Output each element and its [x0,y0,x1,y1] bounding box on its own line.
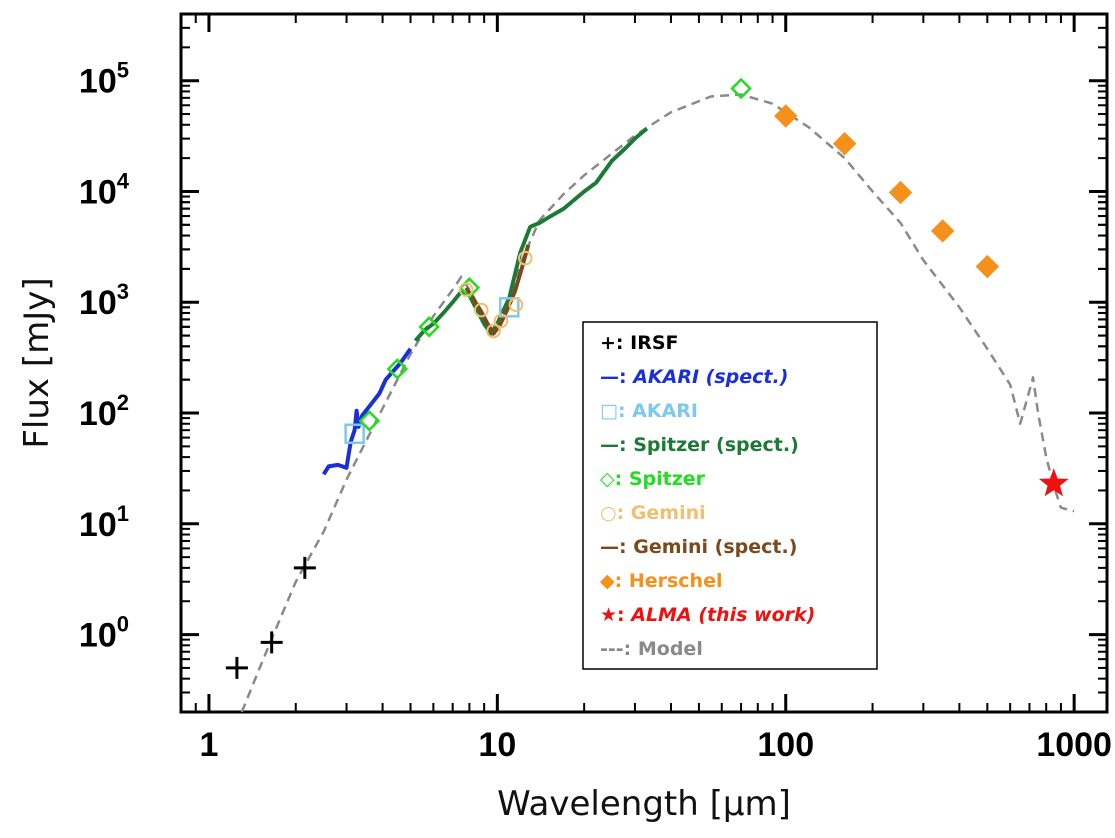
series-gemini [458,250,533,339]
legend-label: +: IRSF [600,332,679,354]
legend-label: ○: Gemini [600,502,706,524]
legend-entry-model: ---: Model [600,638,703,660]
herschel-point [888,180,913,205]
y-tick-label: 103 [79,279,129,322]
alma-this-work-point [1038,468,1069,497]
legend-entry-akari: □: AKARI [600,400,698,422]
legend-label: —: AKARI (spect.) [600,366,788,388]
legend-box [582,321,878,670]
legend: +: IRSF —: AKARI (spect.) □: AKARI —: Spitz… [582,321,878,670]
spitzer-point [730,77,752,100]
legend-entry-gemini: ○: Gemini [600,502,706,524]
legend-entry-alma-this-work: ★: ALMA (this work) [600,604,815,626]
series-irsf [225,556,316,679]
x-tick-label: 10 [478,726,516,764]
y-axis-title: Flux [mJy] [17,277,57,448]
y-tick-labels: 100 101 102 103 104 105 [79,58,130,655]
series-alma-this-work [1038,468,1069,497]
y-tick-label: 105 [79,58,129,101]
series-model [240,93,1075,712]
gemini-point [474,302,489,318]
major-ticks [181,14,1107,712]
x-tick-labels: 1 10 100 1000 [199,726,1111,764]
legend-entry-gemini-spect: —: Gemini (spect.) [600,536,797,558]
y-tick-label: 101 [79,501,129,544]
akari-point [344,423,365,444]
legend-label: —: Gemini (spect.) [600,536,797,558]
legend-entry-spitzer: ◇: Spitzer [600,468,706,490]
irsf-point [293,556,316,579]
x-tick-label: 1000 [1036,726,1112,764]
akari-point [499,297,520,318]
gemini-point [508,297,524,313]
legend-label: ★: ALMA (this work) [600,604,815,626]
legend-entry-herschel: ◆: Herschel [600,570,722,592]
spitzer-point [358,410,381,432]
herschel-point [832,131,857,156]
series-herschel [774,104,1000,279]
gemini-point [458,282,474,297]
legend-label: ◆: Herschel [600,570,722,592]
x-tick-label: 1 [199,726,218,764]
legend-entry-akari-spect: —: AKARI (spect.) [600,366,788,388]
herschel-point [975,254,1000,279]
herschel-point [774,104,798,128]
legend-label: ---: Model [600,638,703,660]
herschel-point [930,219,955,243]
spitzer-point [386,358,409,380]
series-layer [225,77,1075,712]
legend-entry-irsf: +: IRSF [600,332,679,354]
gemini-point [493,313,509,329]
legend-label: □: AKARI [600,400,698,422]
irsf-point [225,656,248,679]
gemini-point [517,250,533,266]
irsf-point [260,631,283,654]
legend-entry-spitzer-spect: —: Spitzer (spect.) [600,434,799,456]
spitzer-point [418,316,440,338]
legend-label: ◇: Spitzer [600,468,706,490]
akari-spect-line [322,347,413,476]
y-tick-label: 102 [79,390,129,433]
model-line [240,93,1075,712]
series-akari [344,297,520,444]
series-akari-spect [322,347,413,476]
x-axis-title: Wavelength [μm] [497,784,791,824]
legend-label: —: Spitzer (spect.) [600,434,799,456]
gemini-point [486,323,501,339]
minor-ticks [181,14,1107,712]
y-tick-label: 104 [79,168,130,211]
x-tick-label: 100 [757,726,814,764]
y-tick-label: 100 [79,612,129,655]
